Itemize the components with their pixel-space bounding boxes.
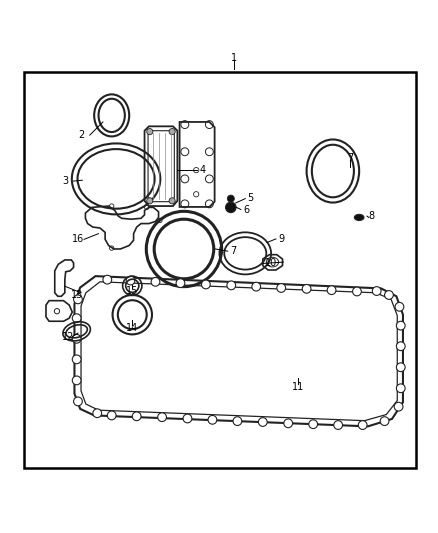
Circle shape	[147, 198, 153, 204]
Circle shape	[227, 195, 234, 202]
Circle shape	[233, 417, 242, 425]
Circle shape	[385, 290, 393, 300]
Circle shape	[277, 284, 286, 292]
Text: 7: 7	[230, 246, 236, 256]
Circle shape	[396, 321, 405, 330]
Circle shape	[151, 278, 160, 286]
Circle shape	[74, 397, 82, 406]
Circle shape	[284, 419, 293, 427]
Text: 12: 12	[62, 333, 74, 343]
Text: 3: 3	[63, 176, 69, 186]
Circle shape	[396, 363, 405, 372]
Circle shape	[395, 302, 404, 311]
Text: 11: 11	[292, 382, 304, 392]
Circle shape	[147, 128, 153, 135]
Text: 15: 15	[126, 286, 138, 296]
Circle shape	[107, 411, 116, 420]
Circle shape	[72, 314, 81, 322]
Circle shape	[183, 414, 192, 423]
Circle shape	[74, 295, 82, 304]
Circle shape	[252, 282, 261, 291]
Circle shape	[158, 413, 166, 422]
Circle shape	[126, 276, 135, 285]
Text: 5: 5	[247, 193, 254, 203]
Circle shape	[396, 384, 405, 393]
Circle shape	[103, 275, 112, 284]
Text: 13: 13	[71, 290, 83, 300]
Circle shape	[372, 287, 381, 295]
Circle shape	[132, 412, 141, 421]
Circle shape	[258, 418, 267, 426]
Ellipse shape	[354, 214, 364, 221]
Bar	[24, 71, 416, 468]
Text: 10: 10	[265, 259, 277, 269]
Circle shape	[309, 420, 318, 429]
Circle shape	[353, 287, 361, 296]
Circle shape	[72, 376, 81, 385]
Text: 16: 16	[72, 235, 84, 244]
Circle shape	[327, 286, 336, 295]
Text: 7: 7	[347, 153, 353, 163]
Circle shape	[93, 409, 102, 418]
Circle shape	[394, 402, 403, 411]
Circle shape	[176, 279, 185, 287]
Text: 2: 2	[78, 130, 84, 140]
Circle shape	[72, 334, 81, 343]
Circle shape	[302, 285, 311, 293]
Text: 1: 1	[231, 53, 237, 62]
Circle shape	[396, 342, 405, 351]
Circle shape	[334, 421, 343, 430]
Circle shape	[208, 415, 217, 424]
Circle shape	[201, 280, 210, 289]
Circle shape	[380, 417, 389, 425]
Text: 4: 4	[199, 165, 205, 175]
Circle shape	[358, 421, 367, 430]
Text: 8: 8	[369, 211, 375, 221]
Text: 9: 9	[278, 234, 284, 244]
Text: 14: 14	[126, 323, 138, 333]
Circle shape	[227, 281, 236, 290]
Text: 6: 6	[243, 205, 249, 215]
Circle shape	[169, 198, 175, 204]
Circle shape	[226, 202, 236, 213]
Circle shape	[72, 355, 81, 364]
Circle shape	[169, 128, 175, 135]
